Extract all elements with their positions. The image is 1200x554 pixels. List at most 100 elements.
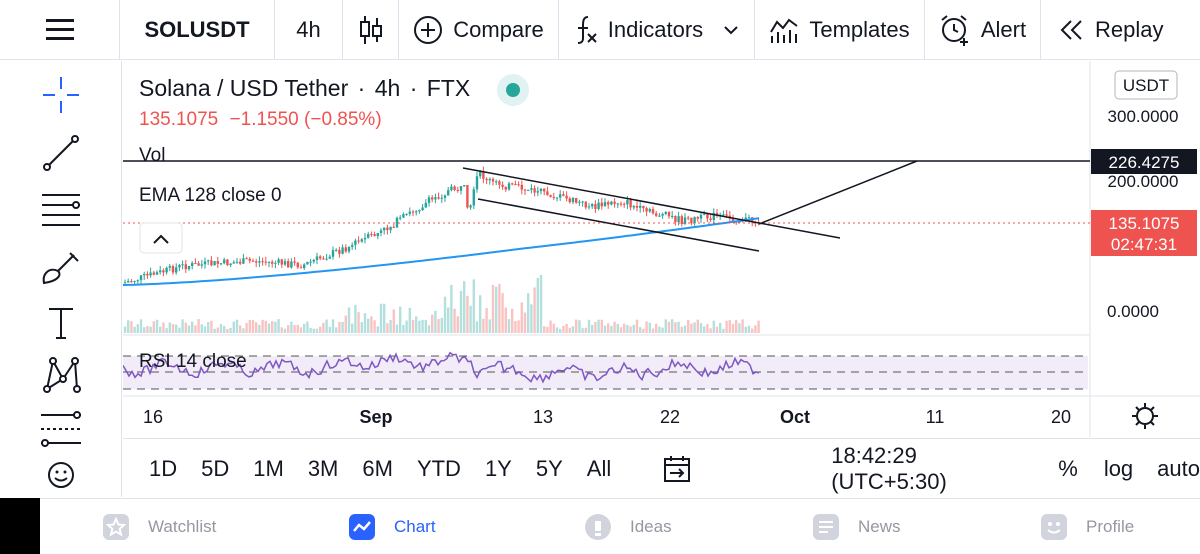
candle-body <box>335 249 338 251</box>
nav-profile[interactable]: Profile <box>1040 499 1134 554</box>
candle-body <box>325 258 328 260</box>
volume-bar <box>392 309 395 333</box>
crosshair-tool[interactable] <box>0 65 122 125</box>
measure-tool[interactable] <box>0 399 122 459</box>
indicators-button[interactable]: Indicators <box>559 0 755 59</box>
legend-collapse-button[interactable] <box>139 222 183 254</box>
timezone-clock[interactable]: 18:42:29 (UTC+5:30) <box>831 442 947 494</box>
range-1m-button[interactable]: 1M <box>253 455 284 481</box>
nav-ideas-label: Ideas <box>630 517 672 536</box>
volume-bar <box>207 322 210 333</box>
volume-bar <box>725 320 728 333</box>
auto-scale-toggle[interactable]: auto <box>1157 455 1200 481</box>
candle-body <box>648 209 651 212</box>
chart-area[interactable]: USDT 300.0000 200.0000 0.0000 226.4275 1… <box>123 61 1200 437</box>
system-nav-strip <box>0 498 40 554</box>
measure-icon <box>41 411 81 447</box>
brush-tool[interactable] <box>0 237 122 297</box>
volume-bar <box>226 328 229 333</box>
candle-body <box>303 264 306 268</box>
nav-chart-label: Chart <box>394 517 436 536</box>
candle-body <box>562 194 565 196</box>
symbol-legend[interactable]: Solana / USD Tether · 4h · FTX <box>139 74 529 106</box>
smiley-icon <box>1041 514 1067 540</box>
candle-body <box>715 212 719 216</box>
templates-button[interactable]: Templates <box>755 0 925 59</box>
volume-bar <box>674 322 677 333</box>
volume-bar <box>181 319 184 333</box>
percent-scale-toggle[interactable]: % <box>1058 455 1078 481</box>
candle-body <box>706 213 709 219</box>
interval-button[interactable]: 4h <box>275 0 343 59</box>
range-3m-button[interactable]: 3M <box>307 455 339 481</box>
volume-bar <box>389 319 392 333</box>
range-5y-button[interactable]: 5Y <box>535 455 563 481</box>
volume-bar <box>280 327 283 333</box>
range-all-button[interactable]: All <box>586 455 612 481</box>
trendline-tool[interactable] <box>0 123 122 183</box>
alert-button[interactable]: Alert <box>925 0 1041 59</box>
nav-watchlist[interactable]: Watchlist <box>102 499 216 554</box>
volume-bar <box>159 326 162 333</box>
rsi-legend[interactable]: RSI 14 close <box>139 351 247 373</box>
text-tool[interactable] <box>0 293 122 353</box>
candle-body <box>597 202 600 209</box>
volume-bar <box>383 303 386 333</box>
channel-upper-trendline[interactable] <box>462 167 841 239</box>
breakout-projection-line[interactable] <box>758 160 918 225</box>
volume-bar <box>245 322 248 333</box>
vol-legend[interactable]: Vol <box>139 145 165 167</box>
range-6m-button[interactable]: 6M <box>362 455 393 481</box>
range-ytd-button[interactable]: YTD <box>416 455 461 481</box>
nav-news[interactable]: News <box>812 499 901 554</box>
volume-bar <box>287 325 290 333</box>
candle-body <box>178 265 181 268</box>
volume-bar <box>575 319 578 333</box>
nav-chart[interactable]: Chart <box>348 499 436 554</box>
candle-body <box>229 263 232 266</box>
time-label-sep: Sep <box>359 407 392 427</box>
range-bar: 1D 5D 1M 3M 6M YTD 1Y 5Y All 18:42:29 (U… <box>123 438 1200 498</box>
hamburger-icon <box>45 18 74 40</box>
menu-button[interactable] <box>0 0 120 59</box>
currency-button[interactable] <box>1114 70 1178 100</box>
candle-body <box>642 205 645 209</box>
candle-body <box>322 258 325 260</box>
channel-lower-trendline[interactable] <box>477 198 760 252</box>
compare-button[interactable]: Compare <box>399 0 559 59</box>
range-1d-button[interactable]: 1D <box>149 455 178 481</box>
volume-bar <box>543 326 546 333</box>
candle-body <box>255 261 258 263</box>
candle-body <box>523 189 527 191</box>
legend-symbol-name: Solana / USD Tether <box>139 75 349 102</box>
nav-ideas[interactable]: Ideas <box>584 499 672 554</box>
currency-label: USDT <box>1123 76 1169 95</box>
candle-body <box>594 204 597 209</box>
range-1y-button[interactable]: 1Y <box>484 455 512 481</box>
volume-bar <box>178 327 181 333</box>
fib-tool[interactable] <box>0 179 122 239</box>
volume-bar <box>555 327 559 333</box>
candle-body <box>130 281 133 283</box>
volume-bar <box>319 326 322 333</box>
range-5d-button[interactable]: 5D <box>201 455 230 481</box>
pattern-tool[interactable] <box>0 345 122 405</box>
candle-body <box>600 202 603 207</box>
legend-separator: · <box>357 75 366 102</box>
candle-body <box>379 230 383 234</box>
chart-type-button[interactable] <box>343 0 399 59</box>
chart-canvas[interactable]: USDT 300.0000 200.0000 0.0000 226.4275 1… <box>123 61 1200 437</box>
time-label-22: 22 <box>660 407 680 427</box>
replay-button[interactable]: Replay <box>1041 0 1200 59</box>
emoji-tool[interactable] <box>0 453 122 497</box>
chart-settings-button[interactable] <box>1132 403 1158 429</box>
symbol-button[interactable]: SOLUSDT <box>120 0 275 59</box>
volume-bar <box>463 281 466 333</box>
ema-legend[interactable]: EMA 128 close 0 <box>139 185 282 207</box>
emoji-icon <box>48 462 74 488</box>
log-scale-toggle[interactable]: log <box>1103 455 1134 481</box>
date-range-button[interactable] <box>663 455 691 483</box>
volume-bar <box>488 319 491 333</box>
volume-bar <box>690 323 693 333</box>
volume-bar <box>155 319 159 333</box>
